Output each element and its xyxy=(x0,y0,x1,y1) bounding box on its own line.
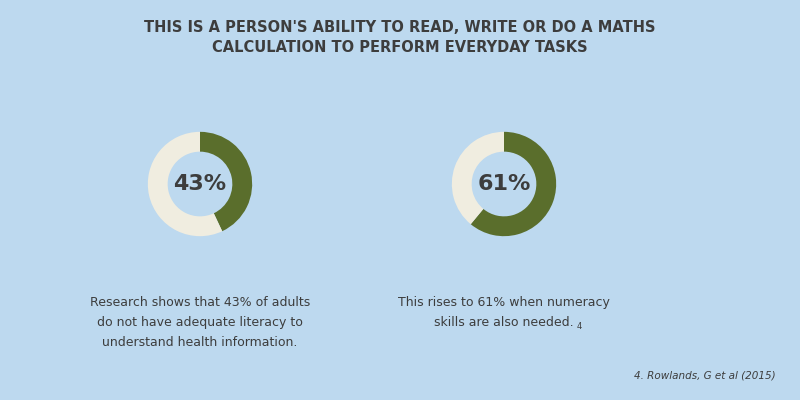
Text: 43%: 43% xyxy=(174,174,226,194)
Text: Research shows that 43% of adults
do not have adequate literacy to
understand he: Research shows that 43% of adults do not… xyxy=(90,296,310,349)
Text: 4: 4 xyxy=(577,322,582,331)
Wedge shape xyxy=(200,132,252,231)
Text: This rises to 61% when numeracy
skills are also needed.: This rises to 61% when numeracy skills a… xyxy=(398,296,610,329)
Text: 61%: 61% xyxy=(478,174,530,194)
Text: THIS IS A PERSON'S ABILITY TO READ, WRITE OR DO A MATHS
CALCULATION TO PERFORM E: THIS IS A PERSON'S ABILITY TO READ, WRIT… xyxy=(144,20,656,55)
Wedge shape xyxy=(452,132,504,224)
Wedge shape xyxy=(148,132,222,236)
Wedge shape xyxy=(470,132,556,236)
Text: 4. Rowlands, G et al (2015): 4. Rowlands, G et al (2015) xyxy=(634,370,776,380)
